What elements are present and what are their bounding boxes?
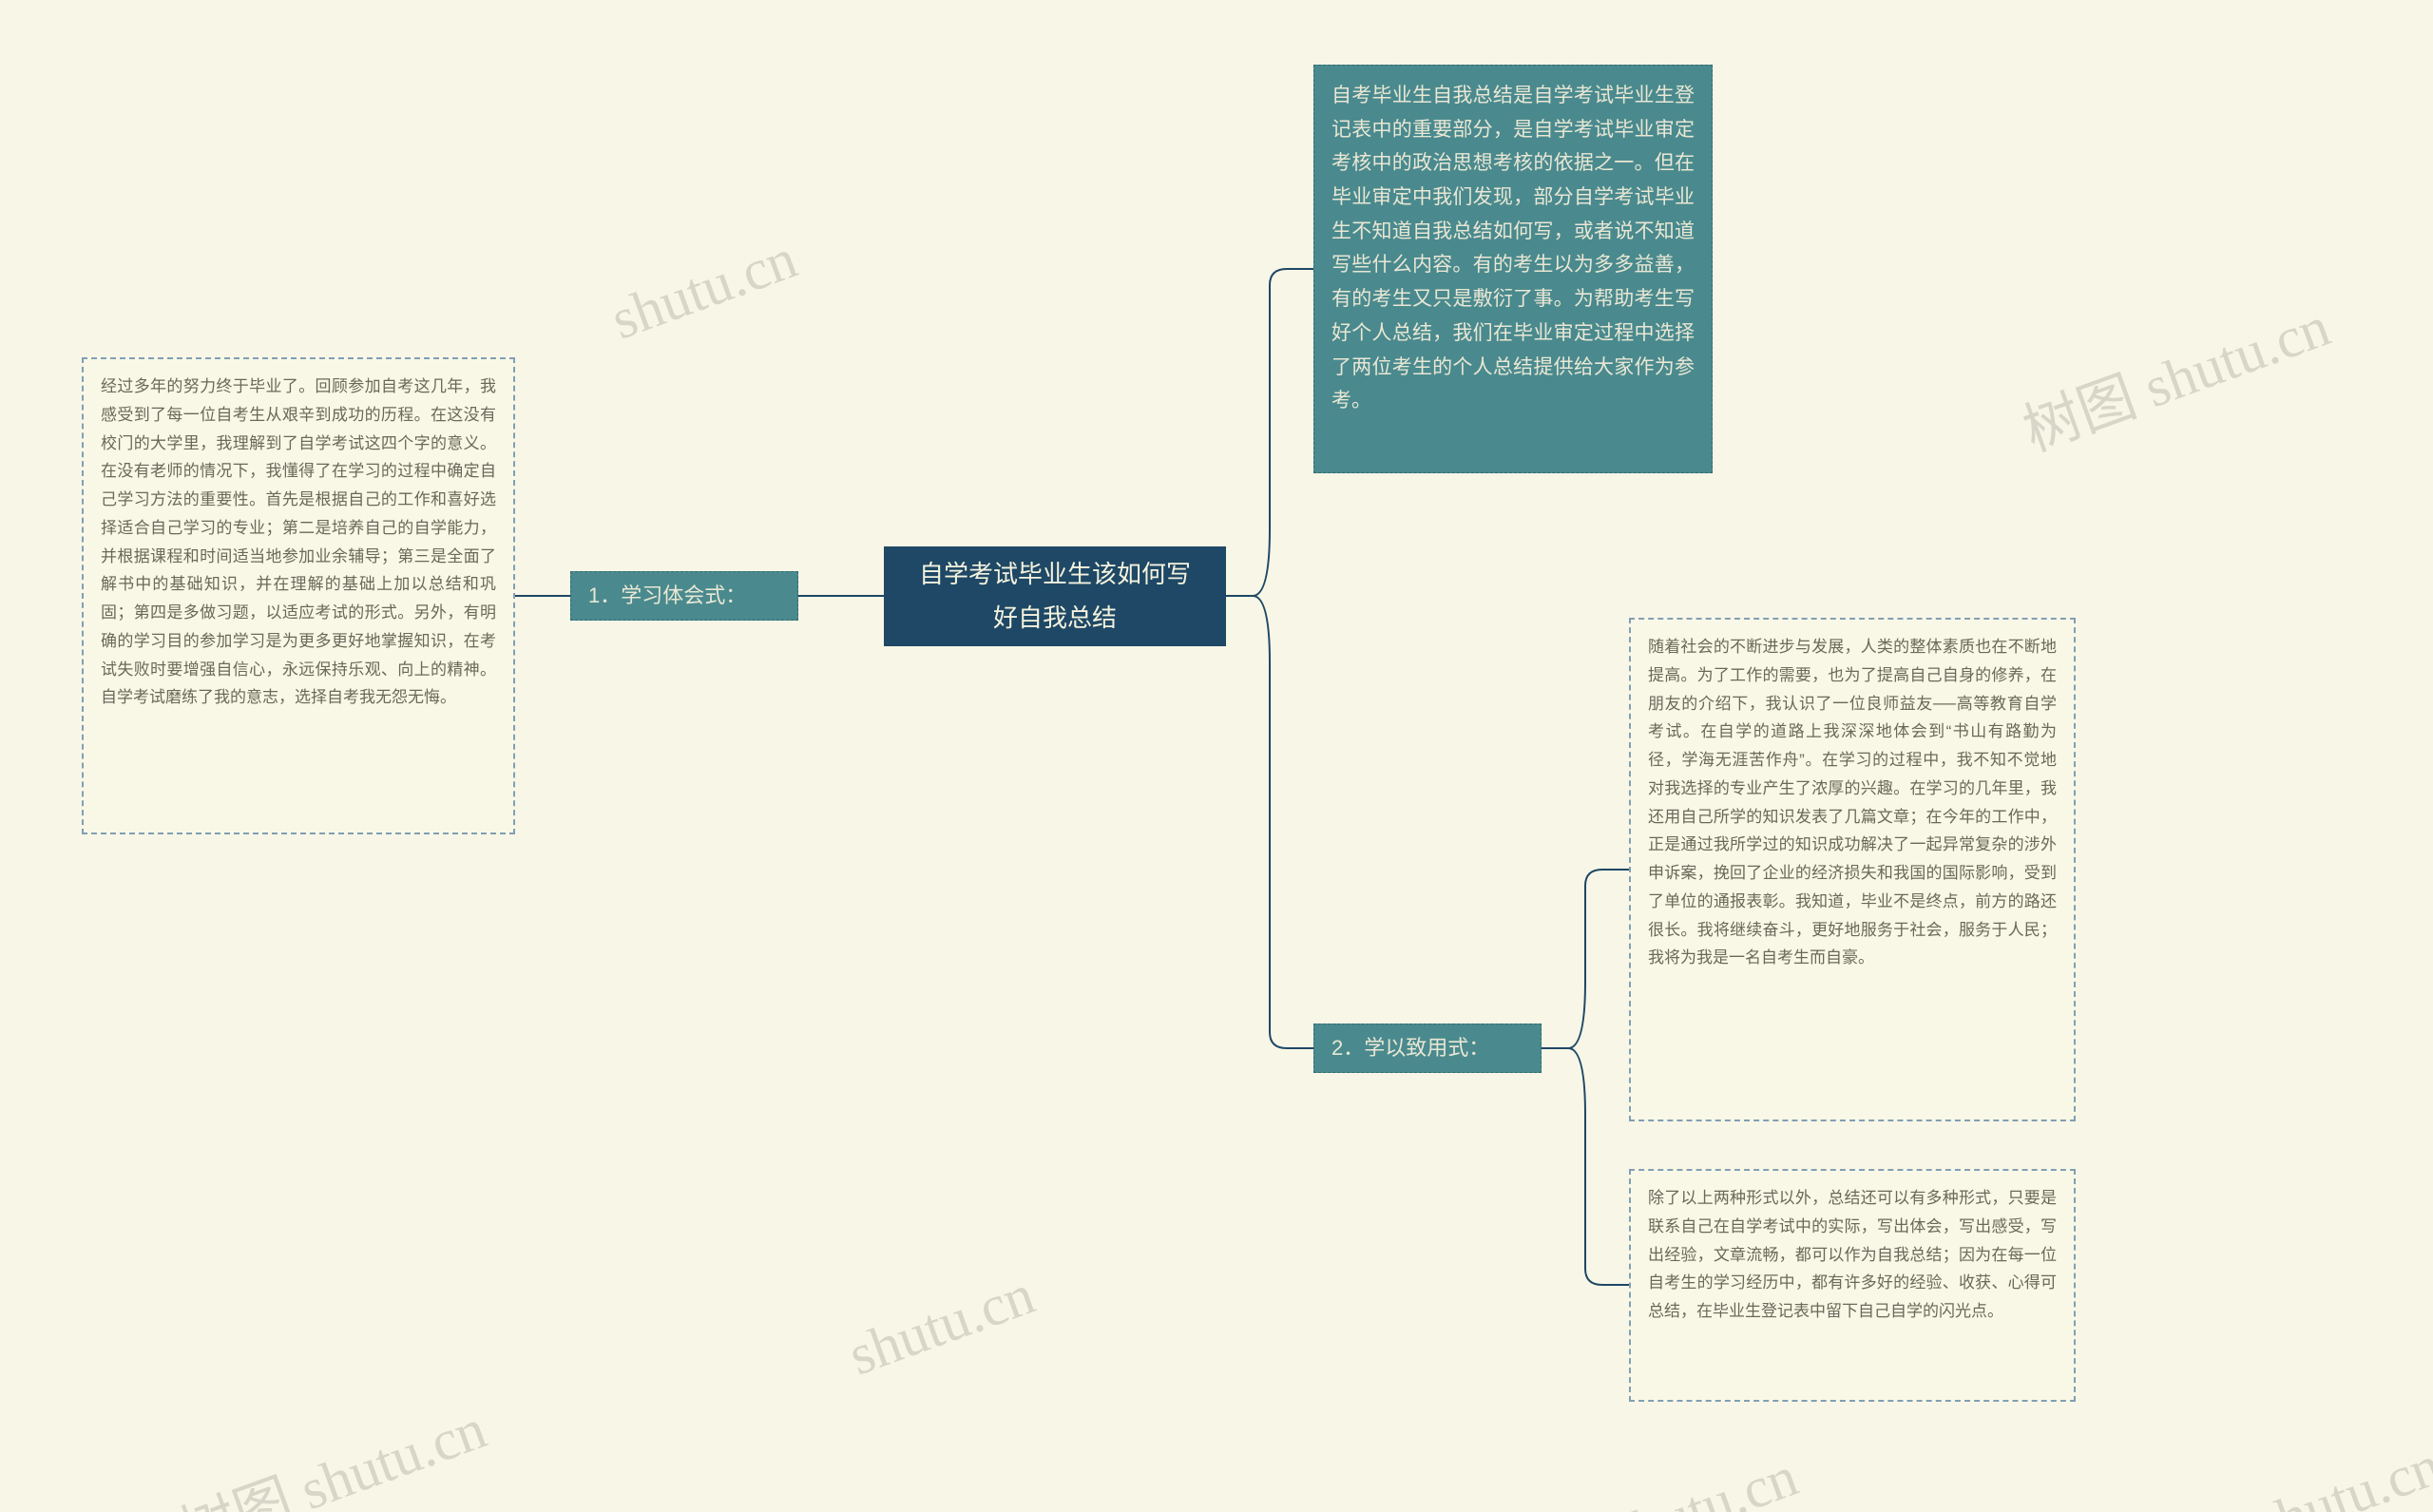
branch-1[interactable]: 1．学习体会式： <box>570 571 798 621</box>
watermark: shutu.cn <box>603 226 805 354</box>
watermark: 树图 shutu.cn <box>2010 280 2339 468</box>
watermark: 树图 shutu.cn <box>166 1383 495 1512</box>
intro-node[interactable]: 自考毕业生自我总结是自学考试毕业生登记表中的重要部分，是自学考试毕业审定考核中的… <box>1313 65 1713 473</box>
connector <box>1542 870 1629 1048</box>
connector <box>1226 269 1313 596</box>
watermark: 树图 shutu.cn <box>1478 1430 1807 1512</box>
watermark: shutu.cn <box>840 1262 1043 1389</box>
connector <box>1542 1048 1629 1285</box>
branch-2[interactable]: 2．学以致用式： <box>1313 1024 1542 1073</box>
branch-2-content-2[interactable]: 除了以上两种形式以外，总结还可以有多种形式，只要是联系自己在自学考试中的实际，写… <box>1629 1169 2076 1402</box>
central-topic[interactable]: 自学考试毕业生该如何写 好自我总结 <box>884 546 1226 646</box>
watermark: shutu.cn <box>2247 1433 2433 1512</box>
branch-2-content-1[interactable]: 随着社会的不断进步与发展，人类的整体素质也在不断地提高。为了工作的需要，也为了提… <box>1629 618 2076 1121</box>
connector <box>1226 596 1313 1048</box>
branch-1-content[interactable]: 经过多年的努力终于毕业了。回顾参加自考这几年，我感受到了每一位自考生从艰辛到成功… <box>82 357 515 834</box>
